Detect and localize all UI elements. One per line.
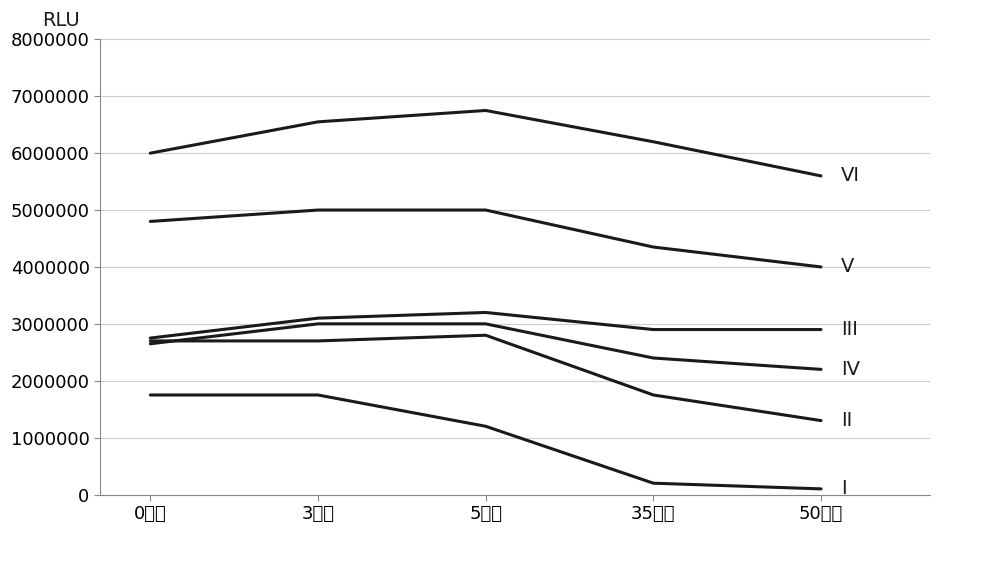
Text: IV: IV (841, 360, 860, 379)
Text: VI: VI (841, 166, 860, 185)
Text: I: I (841, 479, 847, 498)
Text: II: II (841, 411, 852, 430)
Text: III: III (841, 320, 858, 339)
Text: V: V (841, 257, 855, 277)
Text: RLU: RLU (42, 11, 80, 30)
